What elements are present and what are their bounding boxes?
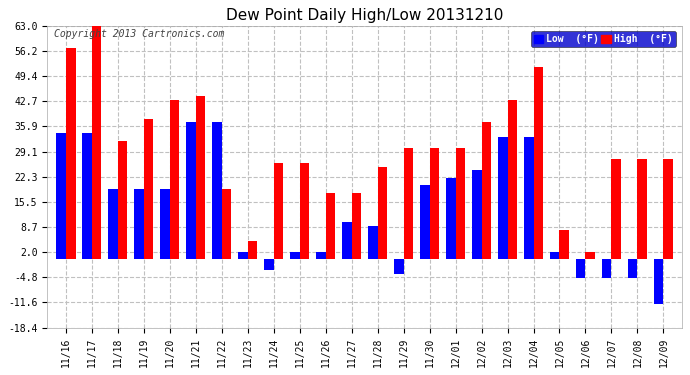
Bar (195, 96, 206, 260)
Bar (159, 189, 170, 260)
Bar (482, 122, 491, 260)
Bar (237, 252, 248, 260)
Bar (117, 141, 128, 260)
Bar (368, 226, 377, 260)
Bar (186, 122, 195, 260)
Bar (66, 48, 75, 260)
Bar (351, 193, 362, 260)
Title: Dew Point Daily High/Low 20131210: Dew Point Daily High/Low 20131210 (226, 8, 503, 23)
Bar (81, 134, 92, 260)
Bar (560, 230, 569, 260)
Bar (134, 189, 144, 260)
Bar (299, 163, 309, 260)
Bar (472, 170, 482, 260)
Bar (170, 100, 179, 260)
Bar (404, 148, 413, 260)
Bar (508, 100, 518, 260)
Bar (628, 260, 638, 278)
Bar (273, 163, 284, 260)
Bar (264, 260, 273, 270)
Bar (56, 134, 66, 260)
Bar (221, 189, 231, 260)
Bar (290, 252, 299, 260)
Bar (394, 260, 404, 274)
Bar (497, 137, 508, 260)
Bar (602, 260, 611, 278)
Bar (144, 118, 153, 260)
Bar (316, 252, 326, 260)
Bar (212, 122, 221, 260)
Bar (326, 193, 335, 260)
Bar (455, 148, 465, 260)
Bar (524, 137, 533, 260)
Bar (377, 167, 387, 260)
Bar (533, 67, 544, 260)
Bar (446, 178, 455, 260)
Bar (664, 159, 673, 260)
Legend: Low  (°F), High  (°F): Low (°F), High (°F) (531, 32, 676, 47)
Bar (586, 252, 595, 260)
Bar (420, 185, 430, 260)
Bar (342, 222, 351, 260)
Bar (611, 159, 622, 260)
Text: Copyright 2013 Cartronics.com: Copyright 2013 Cartronics.com (54, 29, 224, 39)
Bar (575, 260, 586, 278)
Bar (92, 26, 101, 260)
Bar (108, 189, 117, 260)
Bar (430, 148, 440, 260)
Bar (248, 241, 257, 260)
Bar (638, 159, 647, 260)
Bar (550, 252, 560, 260)
Bar (653, 260, 664, 304)
